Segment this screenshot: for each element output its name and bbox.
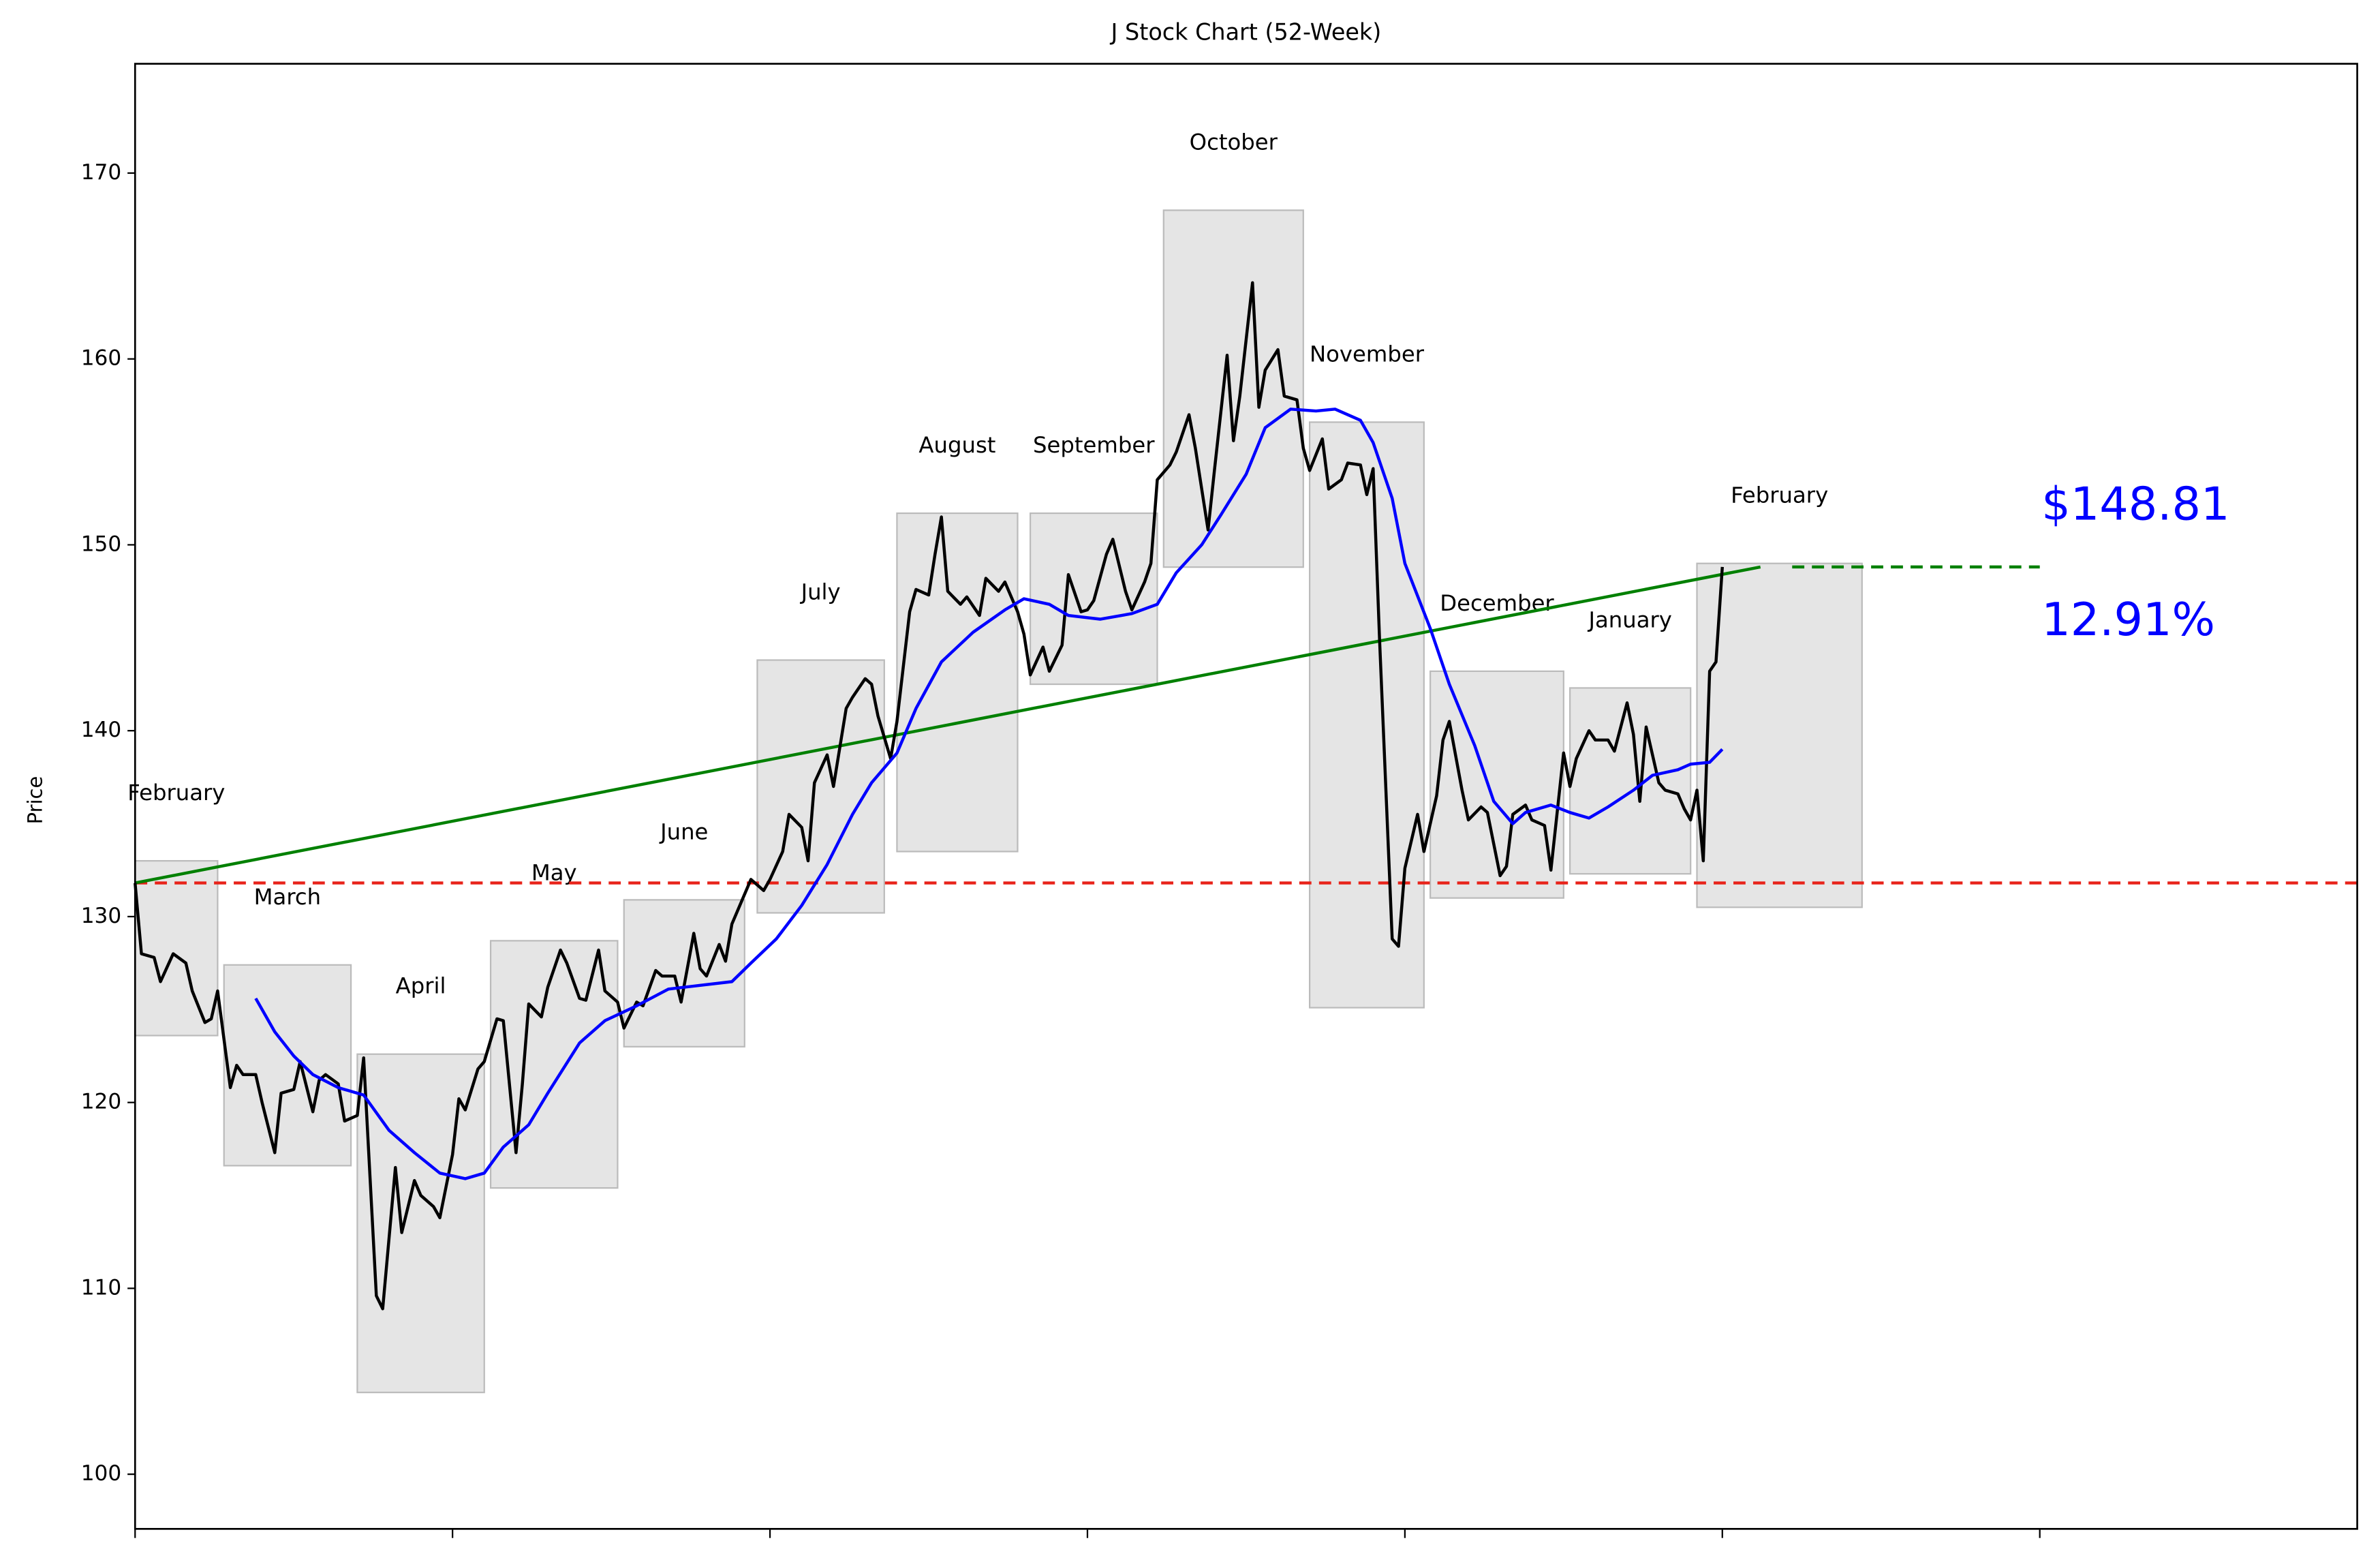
month-label: September — [1033, 432, 1155, 458]
month-range-box — [1429, 670, 1564, 899]
month-label: April — [396, 973, 446, 999]
y-tick-label: 110 — [81, 1275, 121, 1300]
price-line — [254, 408, 1724, 1180]
y-tick-label: 130 — [81, 904, 121, 928]
month-label: November — [1310, 341, 1425, 367]
month-label: January — [1587, 607, 1671, 632]
y-axis-label: Price — [23, 776, 46, 825]
y-tick-label: 120 — [81, 1090, 121, 1114]
month-label: February — [1731, 483, 1828, 508]
plot-frame — [134, 63, 2358, 1530]
chart-title: J Stock Chart (52-Week) — [1110, 19, 1382, 46]
month-range-box — [134, 859, 219, 1037]
y-tick-label: 140 — [81, 718, 121, 742]
month-range-box — [1308, 421, 1425, 1009]
month-range-box — [1162, 209, 1304, 568]
month-range-box — [1569, 687, 1692, 875]
month-range-box — [356, 1053, 485, 1394]
month-label: May — [531, 859, 577, 885]
month-label: October — [1190, 129, 1278, 155]
month-label: December — [1440, 590, 1554, 616]
price-annotation: $148.81 — [2041, 478, 2229, 531]
month-label: February — [127, 780, 225, 806]
month-range-box — [756, 659, 885, 914]
y-tick-label: 150 — [81, 532, 121, 556]
y-tick-label: 160 — [81, 346, 121, 371]
y-tick-label: 170 — [81, 160, 121, 185]
change-annotation: 12.91% — [2041, 593, 2215, 646]
price-line — [134, 281, 1724, 1311]
month-range-box — [223, 964, 352, 1167]
month-range-box — [489, 940, 619, 1189]
month-label: March — [254, 884, 321, 910]
y-tick-label: 100 — [81, 1461, 121, 1486]
month-label: June — [659, 819, 708, 844]
month-range-box — [1696, 562, 1863, 908]
month-range-box — [896, 512, 1019, 853]
month-range-box — [623, 899, 745, 1047]
trend-line — [134, 565, 1761, 885]
month-label: August — [918, 432, 995, 458]
month-label: July — [800, 579, 841, 605]
